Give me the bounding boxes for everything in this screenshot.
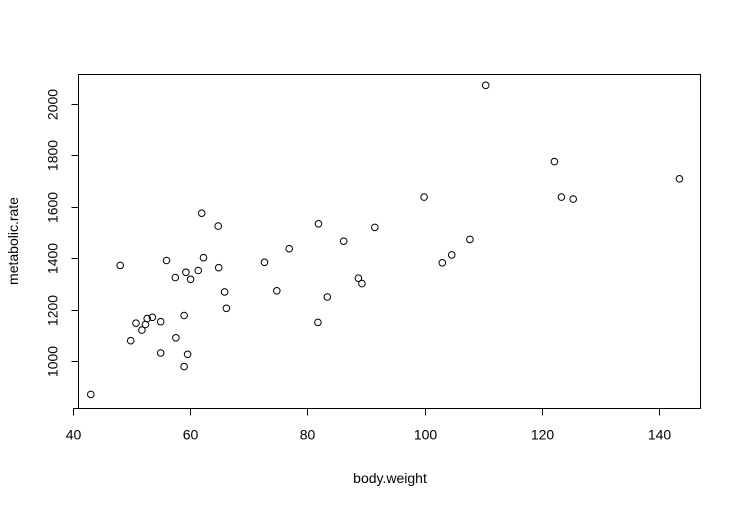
data-point <box>466 235 474 244</box>
data-point <box>186 275 195 284</box>
data-point <box>214 263 223 272</box>
data-point <box>285 244 294 253</box>
x-axis-title: body.weight <box>353 470 427 486</box>
data-point <box>199 253 208 262</box>
data-point <box>371 223 379 232</box>
data-point <box>180 311 188 320</box>
y-tick-label: 1400 <box>45 243 61 274</box>
data-point <box>183 350 192 359</box>
data-point <box>273 287 281 295</box>
x-tick-label: 140 <box>648 427 672 443</box>
y-tick-label: 1600 <box>45 192 61 223</box>
data-point <box>339 237 348 245</box>
data-point <box>550 157 559 166</box>
data-point <box>126 336 135 345</box>
data-point <box>260 258 269 267</box>
data-point <box>87 390 95 399</box>
data-point <box>438 259 447 267</box>
data-point <box>358 279 366 288</box>
data-point <box>194 266 202 275</box>
y-axis: 1000 1200 1400 1600 1800 2000 <box>45 89 79 377</box>
data-point <box>138 326 146 334</box>
x-tick-label: 100 <box>414 427 438 443</box>
data-point <box>420 193 428 201</box>
data-point <box>143 314 151 323</box>
x-tick-label: 80 <box>300 427 316 443</box>
data-point <box>156 317 165 326</box>
data-point <box>481 81 490 90</box>
data-point <box>180 362 188 371</box>
data-point <box>197 209 206 217</box>
data-point <box>171 273 180 282</box>
data-point <box>314 220 323 228</box>
y-tick-label: 1800 <box>45 140 61 171</box>
data-point <box>447 251 456 259</box>
data-point <box>222 304 231 313</box>
data-point <box>148 313 157 322</box>
data-points <box>87 81 684 399</box>
y-tick-label: 1000 <box>45 346 61 377</box>
data-point <box>323 293 332 301</box>
data-point <box>354 274 363 283</box>
data-point <box>172 334 180 342</box>
data-point <box>220 288 229 296</box>
x-tick-label: 120 <box>531 427 555 443</box>
data-point <box>569 195 578 203</box>
y-tick-label: 1200 <box>45 295 61 326</box>
x-axis: 40 60 80 100 120 140 <box>66 408 672 443</box>
plot-frame <box>78 74 701 409</box>
data-point <box>116 261 124 270</box>
data-point <box>182 268 190 277</box>
y-axis-title: metabolic.rate <box>5 197 21 285</box>
data-point <box>162 256 171 265</box>
x-tick-label: 40 <box>66 427 82 443</box>
data-point <box>314 318 322 327</box>
data-point <box>156 349 165 357</box>
data-point <box>214 222 222 230</box>
data-point <box>132 319 140 328</box>
y-tick-label: 2000 <box>45 89 61 120</box>
x-tick-label: 60 <box>183 427 199 443</box>
data-point <box>557 193 566 201</box>
data-point <box>675 175 684 183</box>
